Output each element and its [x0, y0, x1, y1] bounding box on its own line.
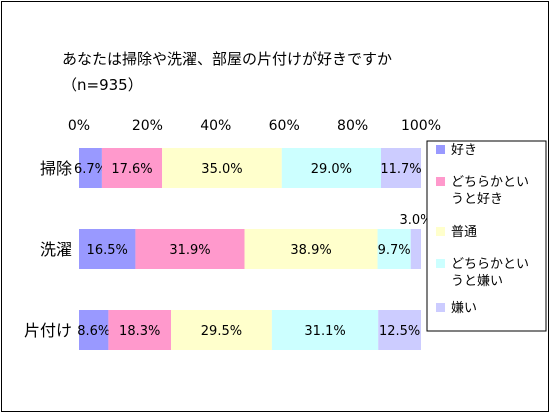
data-label: 12.5%	[379, 324, 420, 339]
data-label: 31.1%	[304, 324, 345, 339]
legend-box	[426, 140, 547, 332]
x-tick-label: 20%	[132, 118, 163, 134]
data-label: 35.0%	[201, 162, 242, 177]
data-label: 3.0%	[399, 213, 432, 228]
bar-segment	[162, 148, 282, 188]
data-label: 16.5%	[87, 243, 128, 258]
legend-label: 嫌い	[451, 301, 477, 316]
x-tick-label: 0%	[68, 118, 90, 134]
legend-swatch	[436, 145, 445, 154]
chart-subtitle: （n=935）	[62, 76, 143, 94]
x-tick-label: 80%	[337, 118, 368, 134]
legend-label: どちらかとい	[451, 175, 529, 190]
x-tick-label: 60%	[269, 118, 300, 134]
bars: 6.7% 17.6% 35.0% 29.0% 11.7% 16.5% 31.9% 38.9% 9…	[74, 148, 433, 350]
category-label: 片付け	[24, 321, 72, 340]
category-label: 掃除	[40, 159, 72, 178]
bar-segment	[101, 148, 163, 188]
data-label: 9.7%	[378, 243, 411, 258]
bar-segment	[410, 229, 421, 269]
bar-segment	[79, 148, 102, 188]
bar-segment	[378, 310, 421, 350]
x-axis-ticks: 0% 20% 40% 60% 80% 100%	[68, 118, 441, 134]
legend-label: 普通	[451, 225, 477, 240]
category-label: 洗濯	[40, 240, 72, 259]
bar-segment	[79, 310, 109, 350]
bar-segment	[170, 310, 272, 350]
data-label: 38.9%	[290, 243, 331, 258]
legend-label: うと嫌い	[451, 274, 503, 289]
bar-segment	[108, 310, 171, 350]
data-label: 6.7%	[74, 162, 107, 177]
data-label: 8.6%	[77, 324, 110, 339]
bar-segment	[271, 310, 379, 350]
legend-label: 好き	[451, 143, 477, 158]
data-label: 11.7%	[380, 162, 421, 177]
data-label: 17.6%	[111, 162, 152, 177]
x-tick-label: 40%	[200, 118, 231, 134]
data-label: 29.5%	[201, 324, 242, 339]
data-label: 18.3%	[119, 324, 160, 339]
legend-swatch	[436, 259, 445, 268]
bar-segment	[244, 229, 378, 269]
bar-segment	[281, 148, 381, 188]
bar-segment	[79, 229, 136, 269]
legend-swatch	[436, 177, 445, 186]
bar-segment	[377, 229, 411, 269]
data-label: 29.0%	[311, 162, 352, 177]
legend-label: どちらかとい	[451, 257, 529, 272]
x-tick-label: 100%	[401, 118, 441, 134]
legend-swatch	[436, 227, 445, 236]
bar-segment	[135, 229, 245, 269]
chart-title: あなたは掃除や洗濯、部屋の片付けが好きですか	[62, 50, 392, 68]
data-label: 31.9%	[169, 243, 210, 258]
legend-swatch	[436, 303, 445, 312]
bar-segment	[380, 148, 421, 188]
legend-label: うと好き	[451, 192, 503, 207]
